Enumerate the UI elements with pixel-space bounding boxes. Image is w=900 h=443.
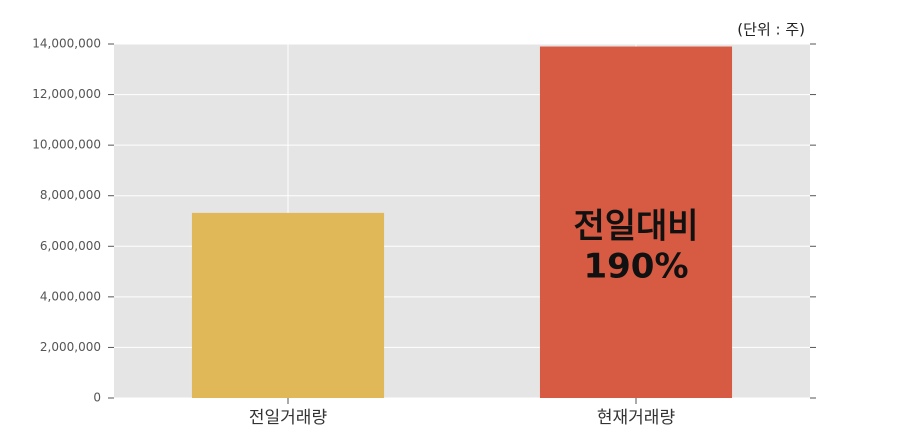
- y-tick-label: 2,000,000: [40, 340, 101, 354]
- x-tick-label: 현재거래량: [597, 408, 676, 428]
- y-tick-label: 4,000,000: [40, 289, 101, 303]
- y-tick-label: 0: [93, 391, 101, 405]
- x-tick-label: 전일거래량: [249, 408, 328, 428]
- y-tick-label: 12,000,000: [32, 87, 101, 101]
- y-tick-label: 6,000,000: [40, 239, 101, 253]
- annotation: 전일대비: [573, 207, 698, 247]
- unit-label: (단위 : 주): [737, 21, 805, 39]
- bar: [191, 212, 385, 398]
- annotation: 190%: [583, 247, 688, 287]
- y-tick-label: 8,000,000: [40, 188, 101, 202]
- y-tick-label: 10,000,000: [32, 138, 101, 152]
- bar: [539, 46, 733, 399]
- y-tick-label: 14,000,000: [32, 37, 101, 51]
